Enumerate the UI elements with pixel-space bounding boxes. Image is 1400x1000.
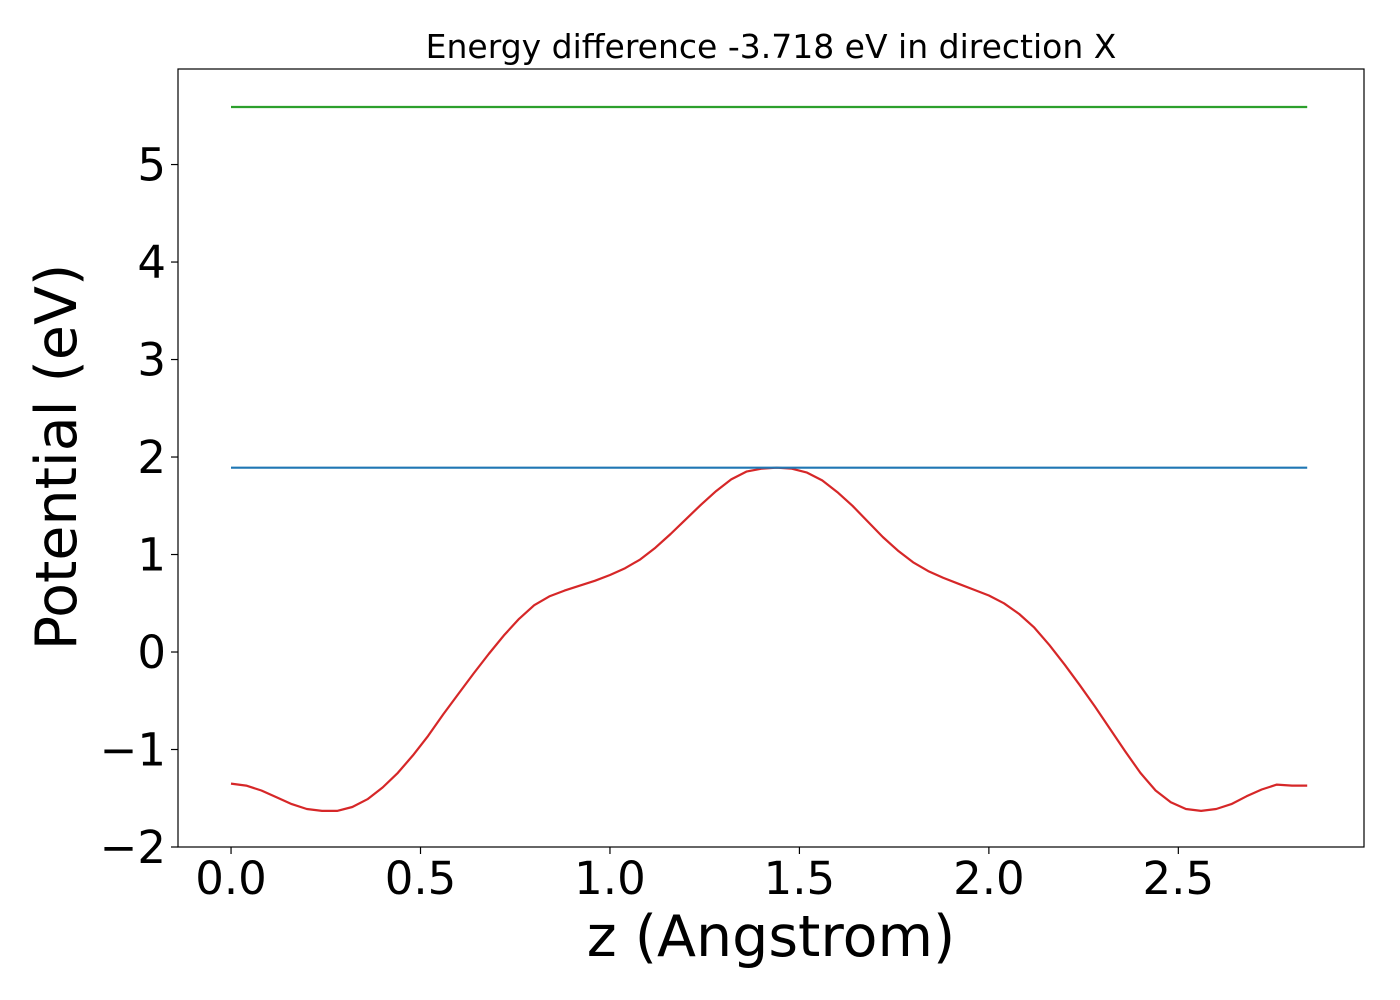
x-tick-label: 2.5 [1143, 852, 1215, 905]
chart-title: Energy difference -3.718 eV in direction… [426, 27, 1117, 66]
series-layer [230, 105, 1308, 813]
x-tick-label: 0.0 [195, 852, 267, 905]
x-tick-label: 0.5 [385, 852, 457, 905]
x-axis-label: z (Angstrom) [587, 904, 955, 970]
x-tick-label: 1.0 [574, 852, 646, 905]
y-tick-label: −2 [100, 821, 166, 874]
y-tick-label: 3 [137, 334, 166, 387]
ticks-layer: 0.0 0.5 1.0 1.5 2.0 2.5 −2 −1 0 1 2 3 4 5 [100, 139, 1214, 905]
x-tick-label: 2.0 [953, 852, 1025, 905]
y-tick-label: 4 [137, 236, 166, 289]
y-tick-label: 0 [137, 626, 166, 679]
y-tick-label: 5 [137, 139, 166, 192]
x-tick-label: 1.5 [764, 852, 836, 905]
potential-line [230, 466, 1308, 813]
y-axis-label: Potential (eV) [24, 264, 90, 650]
y-tick-label: −1 [100, 724, 166, 777]
y-tick-label: 2 [137, 431, 166, 484]
plot-frame [177, 68, 1365, 848]
y-tick-label: 1 [137, 529, 166, 582]
